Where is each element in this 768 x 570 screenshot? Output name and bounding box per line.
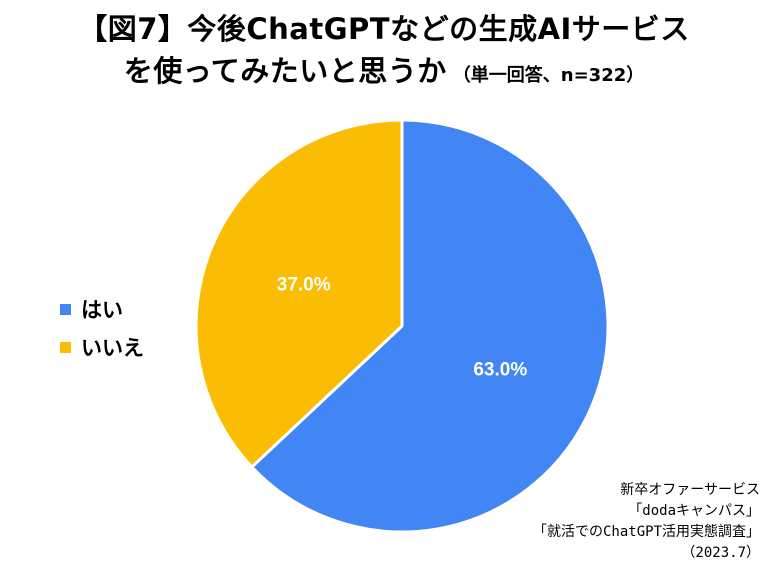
legend-item-yes: はい <box>60 290 144 328</box>
source-line-4: （2023.7） <box>681 545 760 561</box>
pie-slice-no <box>194 118 404 469</box>
source-note: 新卒オファーサービス 「dodaキャンパス」 「就活でのChatGPT活用実態調… <box>533 480 760 564</box>
legend-label-yes: はい <box>81 298 123 322</box>
source-line-3: 「就活でのChatGPT活用実態調査」 <box>532 524 760 540</box>
data-label-no: 37.0% <box>277 274 331 295</box>
chart-title-line1: 【図7】今後ChatGPTなどの生成AIサービス <box>78 12 690 46</box>
data-label-yes: 63.0% <box>473 360 527 381</box>
legend: はい いいえ <box>60 290 144 366</box>
source-line-1: 新卒オファーサービス <box>620 482 760 498</box>
chart-title-line2: を使ってみたいと思うか （単一回答、n=322） <box>0 48 768 90</box>
chart-subtitle: （単一回答、n=322） <box>452 65 645 86</box>
pie-slice-yes <box>250 118 610 534</box>
legend-swatch-no <box>60 341 71 353</box>
legend-item-no: いいえ <box>60 328 144 366</box>
legend-swatch-yes <box>60 303 71 315</box>
source-line-2: 「dodaキャンパス」 <box>628 503 760 519</box>
chart-title-main: を使ってみたいと思うか <box>123 54 447 88</box>
legend-label-no: いいえ <box>81 336 144 360</box>
